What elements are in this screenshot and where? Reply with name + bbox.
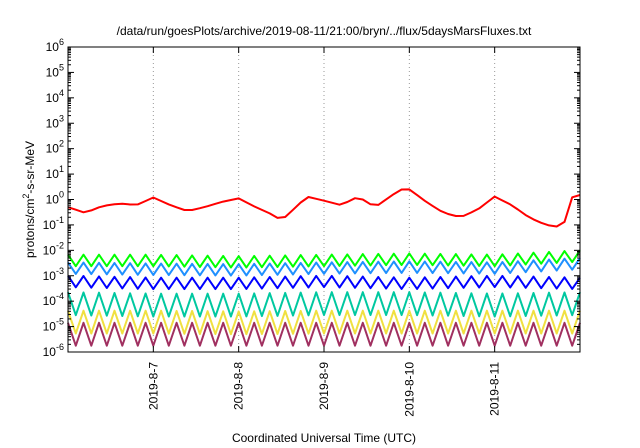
y-tick-label: 106 xyxy=(46,37,64,54)
series-line xyxy=(67,291,581,318)
x-tick-label: 2019-8-10 xyxy=(402,362,416,417)
x-tick-label: 2019-8-8 xyxy=(232,362,246,410)
y-tick-label: 102 xyxy=(46,139,64,156)
x-tick-label: 2019-8-9 xyxy=(317,362,331,410)
series-line xyxy=(67,249,581,269)
series-line xyxy=(67,257,581,277)
y-tick-label: 10-5 xyxy=(43,317,64,334)
y-axis-label-sup: 2 xyxy=(21,194,31,199)
chart-title: /data/run/goesPlots/archive/2019-08-11/2… xyxy=(117,24,532,38)
series-line xyxy=(67,309,581,336)
series-group xyxy=(67,188,581,347)
x-axis: 2019-8-7 2019-8-8 2019-8-9 2019-8-10 2019-8-… xyxy=(146,47,502,417)
series-line xyxy=(67,274,581,291)
series-line xyxy=(67,321,581,347)
y-axis: 10-6 10-5 10-4 10-3 10-2 10-1 100 101 102 103 104 1… xyxy=(43,37,580,359)
x-axis-label: Coordinated Universal Time (UTC) xyxy=(232,431,416,445)
y-tick-label: 10-4 xyxy=(43,291,64,308)
y-tick-label: 10-3 xyxy=(43,266,64,283)
y-tick-label: 101 xyxy=(46,164,64,181)
y-tick-label: 100 xyxy=(46,190,64,207)
y-axis-label-rest: -s-sr-MeV xyxy=(23,141,37,194)
y-tick-label: 10-2 xyxy=(43,240,64,257)
series-line xyxy=(67,188,581,228)
y-tick-label: 105 xyxy=(46,62,64,79)
grid xyxy=(152,47,496,352)
y-axis-label: protons/cm2-s-sr-MeV xyxy=(21,141,37,258)
y-tick-label: 103 xyxy=(46,113,64,130)
x-tick-label: 2019-8-11 xyxy=(488,362,502,416)
y-axis-label-main: protons/cm xyxy=(23,199,37,258)
y-tick-label: 104 xyxy=(46,88,64,105)
x-tick-label: 2019-8-7 xyxy=(146,362,160,410)
y-tick-label: 10-1 xyxy=(43,215,64,232)
y-tick-label: 10-6 xyxy=(43,342,64,359)
